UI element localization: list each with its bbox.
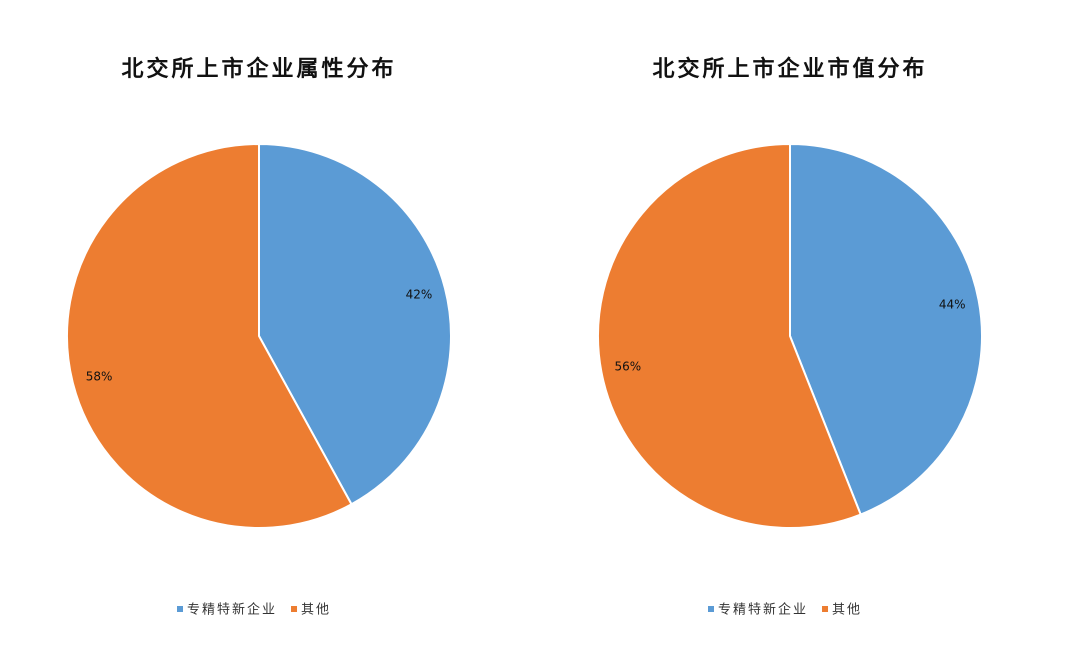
pie-slice (597, 142, 862, 529)
legend-label: 其他 (301, 603, 331, 618)
data-label: 58% (86, 370, 113, 384)
data-label: 56% (614, 359, 641, 373)
legend-marker (177, 606, 183, 612)
chart-title: 北交所上市企业属性分布 (121, 56, 396, 82)
legend-marker (291, 606, 298, 612)
data-label: 44% (939, 298, 966, 312)
pie-slice (789, 142, 983, 516)
legend-marker (708, 606, 714, 612)
pie-slice (66, 142, 353, 529)
legend-label: 专精特新企业 (718, 602, 808, 618)
data-label: 42% (406, 287, 433, 301)
chart-title: 北交所上市企业市值分布 (652, 56, 927, 82)
legend-marker (822, 606, 829, 612)
legend-label: 其他 (832, 603, 862, 618)
pie-slice (258, 142, 452, 506)
legend-label: 专精特新企业 (187, 602, 277, 618)
